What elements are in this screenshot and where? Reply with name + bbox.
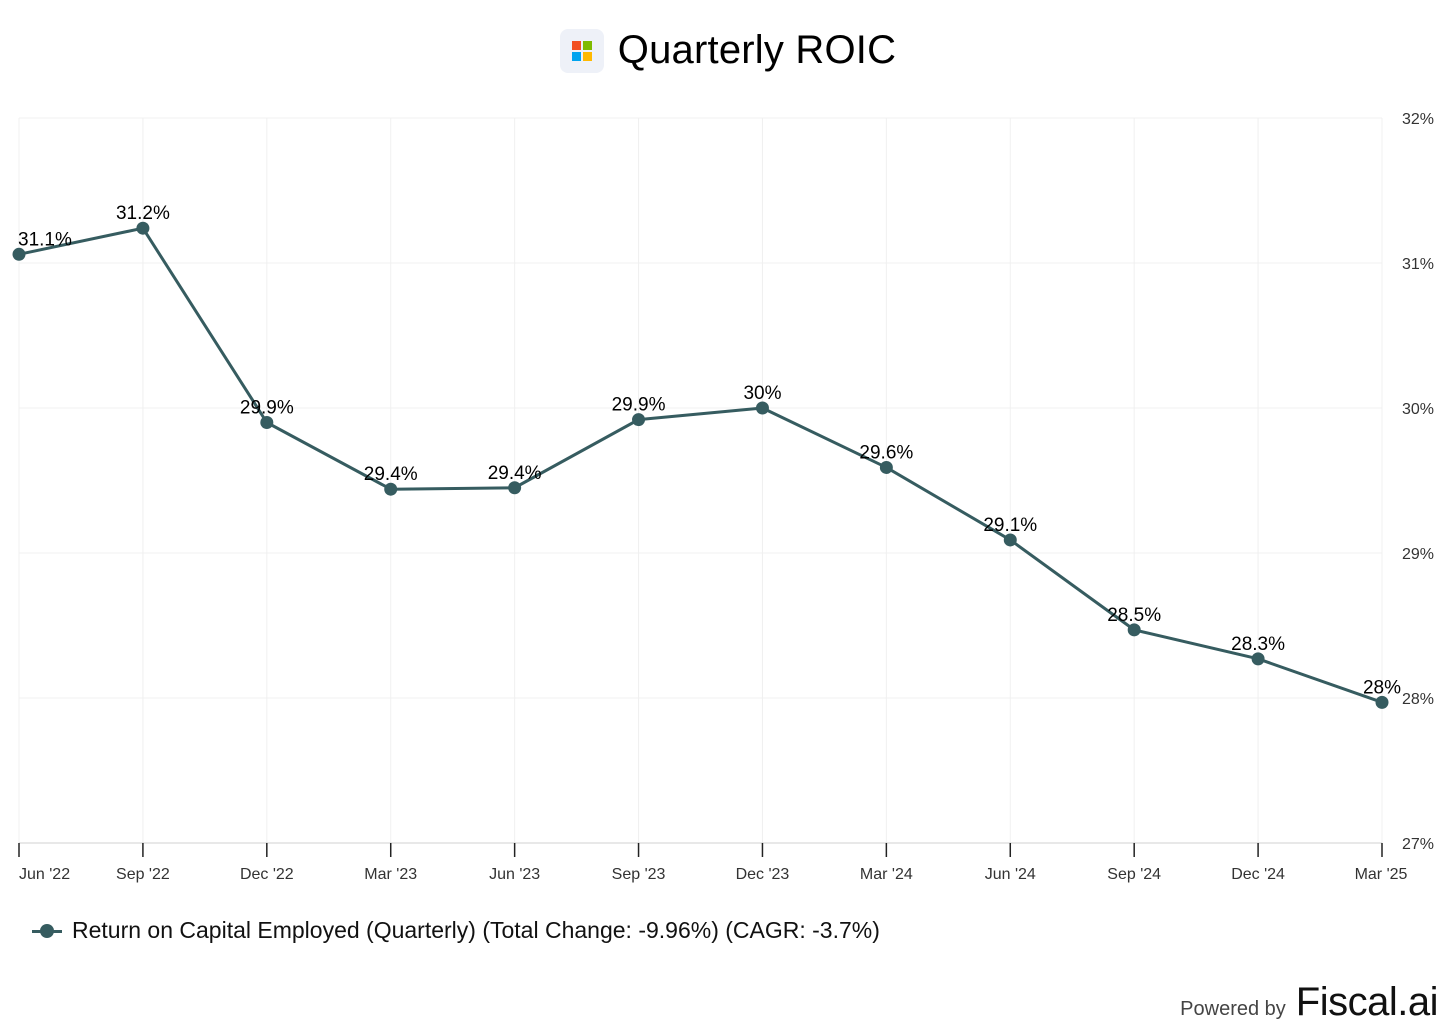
legend-marker-dot <box>40 923 54 938</box>
powered-by-attribution[interactable]: Powered by Fiscal.ai <box>1180 980 1438 1025</box>
x-tick-label: Mar '24 <box>860 866 913 883</box>
fiscal-ai-logo: Fiscal.ai <box>1295 980 1439 1024</box>
y-tick-label: 31% <box>1402 256 1434 273</box>
y-tick-label: 30% <box>1402 401 1434 418</box>
x-tick-label: Jun '22 <box>19 866 70 883</box>
data-point <box>1375 695 1389 709</box>
x-tick-label: Dec '24 <box>1231 866 1285 883</box>
data-label: 31.1% <box>18 229 72 250</box>
x-tick-label: Dec '22 <box>240 866 294 883</box>
x-tick-label: Jun '24 <box>985 866 1036 883</box>
chart-legend[interactable]: Return on Capital Employed (Quarterly) (… <box>32 917 880 944</box>
legend-marker-icon <box>32 923 62 938</box>
x-tick-label: Sep '23 <box>612 866 666 883</box>
data-label: 29.9% <box>240 398 294 419</box>
logo-square-blue <box>571 51 581 61</box>
data-point <box>508 481 522 495</box>
data-label: 28.3% <box>1231 634 1285 655</box>
data-label: 29.1% <box>983 515 1037 536</box>
y-tick-label: 27% <box>1402 836 1434 853</box>
data-label: 29.9% <box>612 395 666 416</box>
data-point <box>260 416 274 429</box>
roic-line-chart: Jun '22 Sep '22 Dec '22 Mar '23 Jun '23 Sep '… <box>12 111 1434 883</box>
data-label: 29.4% <box>364 464 418 485</box>
logo-square-red <box>571 40 581 50</box>
data-label: 29.6% <box>859 442 913 463</box>
logo-square-yellow <box>582 51 592 61</box>
data-point <box>632 413 646 427</box>
series-roce <box>12 221 1389 709</box>
chart-header: Quarterly ROIC <box>0 28 1456 73</box>
x-tick-label: Jun '23 <box>489 866 540 883</box>
data-point <box>755 401 769 415</box>
x-tick-label: Sep '24 <box>1107 866 1161 883</box>
y-tick-label: 32% <box>1402 111 1434 128</box>
x-axis: Jun '22 Sep '22 Dec '22 Mar '23 Jun '23 Sep '… <box>18 842 1408 883</box>
data-point <box>879 460 893 474</box>
grid-lines <box>18 117 1383 843</box>
y-axis: 27% 28% 29% 30% 31% 32% <box>1402 111 1434 853</box>
data-point <box>1003 533 1017 547</box>
x-tick-label: Sep '22 <box>116 866 170 883</box>
powered-by-label: Powered by <box>1180 998 1286 1020</box>
series-line <box>17 226 1384 704</box>
data-label: 30% <box>743 383 781 404</box>
microsoft-logo-icon <box>559 28 604 73</box>
chart-title: Quarterly ROIC <box>617 28 897 72</box>
legend-label: Return on Capital Employed (Quarterly) (… <box>72 917 880 943</box>
data-point <box>136 221 150 235</box>
x-tick-label: Mar '23 <box>364 866 417 883</box>
data-label: 29.4% <box>488 463 542 484</box>
data-point <box>1251 652 1265 666</box>
data-labels: 31.1% 31.2% 29.9% 29.4% 29.4% 29.9% 30% 29.6% 29… <box>18 203 1401 698</box>
y-tick-label: 29% <box>1402 546 1434 563</box>
x-tick-label: Dec '23 <box>736 866 790 883</box>
data-point <box>384 482 398 496</box>
y-tick-label: 28% <box>1402 691 1434 708</box>
data-label: 28.5% <box>1107 605 1161 626</box>
x-tick-label: Mar '25 <box>1355 866 1408 883</box>
logo-square-green <box>582 40 592 50</box>
data-label: 31.2% <box>116 203 170 224</box>
data-point <box>12 247 26 261</box>
data-point <box>1127 623 1141 637</box>
data-label: 28% <box>1363 677 1401 698</box>
